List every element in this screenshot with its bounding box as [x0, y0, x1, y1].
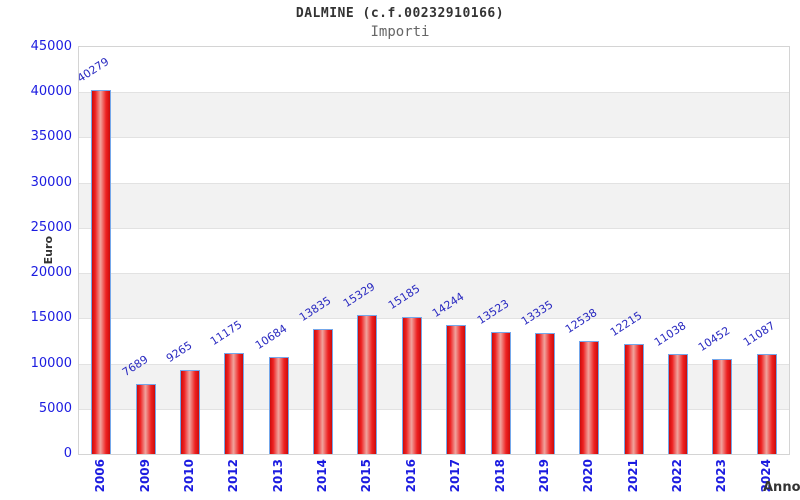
x-tick-label-2018: 2018	[492, 459, 507, 493]
bar-value-label: 9265	[163, 339, 195, 366]
y-tick-label: 15000	[30, 310, 72, 326]
plot-band	[79, 92, 789, 138]
x-tick-label-2014: 2014	[315, 459, 330, 493]
bar-2016	[401, 316, 422, 454]
gridline	[79, 182, 789, 184]
bar-2023	[712, 359, 733, 454]
chart-title: DALMINE (c.f.00232910166)	[295, 6, 505, 21]
y-tick-label: 20000	[30, 265, 72, 281]
bar-2019	[534, 333, 555, 454]
x-tick-label-2013: 2013	[270, 459, 285, 493]
bar-2013	[268, 357, 289, 454]
y-axis-title: Euro	[42, 236, 55, 265]
y-tick-label: 40000	[30, 84, 72, 100]
plot-band	[79, 273, 789, 319]
bar-value-label: 10684	[252, 322, 290, 353]
plot-area: 40279 7689 9265 11175 10684 13835 15329 15185 14…	[75, 46, 790, 455]
gridline	[79, 92, 789, 94]
bar-2022	[668, 354, 689, 454]
bar-2015	[357, 315, 378, 454]
bar-2012	[224, 352, 245, 454]
y-tick-label: 25000	[30, 219, 72, 235]
x-tick-label-2021: 2021	[625, 459, 640, 493]
gridline	[79, 318, 789, 320]
bar-2017	[446, 325, 467, 454]
y-tick-label: 10000	[30, 355, 72, 371]
x-tick-label-2010: 2010	[181, 459, 196, 493]
x-tick-label-2012: 2012	[226, 459, 241, 493]
gridline	[79, 137, 789, 139]
x-tick-label-2016: 2016	[403, 459, 418, 493]
bar-value-label: 11087	[740, 318, 778, 349]
bar-2009	[135, 384, 156, 454]
x-tick-label-2006: 2006	[93, 459, 108, 493]
x-tick-label-2020: 2020	[581, 459, 596, 493]
chart-subtitle: Importi	[370, 24, 430, 40]
bar-value-label: 40279	[75, 54, 112, 85]
bar-value-label: 11038	[651, 319, 689, 350]
x-tick-label-2023: 2023	[714, 459, 729, 493]
bar-2024	[756, 353, 777, 454]
y-tick-label: 0	[63, 446, 72, 461]
gridline	[79, 273, 789, 275]
bar-2018	[490, 331, 511, 454]
x-tick-label-2017: 2017	[448, 459, 463, 493]
gridline	[79, 408, 789, 410]
gridline	[79, 227, 789, 229]
bar-value-label: 11175	[208, 317, 245, 348]
bar-2021	[623, 343, 644, 454]
gridline	[79, 363, 789, 365]
bar-2006	[91, 89, 112, 454]
x-tick-label-2009: 2009	[137, 459, 152, 493]
y-tick-label: 45000	[30, 39, 72, 54]
bar-value-label: 10452	[696, 324, 733, 355]
y-tick-label: 30000	[30, 174, 72, 190]
y-tick-label: 5000	[38, 400, 72, 416]
x-axis-title: Anno	[763, 480, 800, 495]
x-tick-label-2022: 2022	[670, 459, 685, 493]
bar-2020	[579, 340, 600, 454]
bar-2014	[313, 328, 334, 454]
plot-band	[79, 182, 789, 228]
x-tick-label-2015: 2015	[359, 459, 374, 493]
x-tick-label-2019: 2019	[536, 459, 551, 493]
bar-2010	[179, 370, 200, 454]
y-tick-label: 35000	[30, 129, 72, 145]
